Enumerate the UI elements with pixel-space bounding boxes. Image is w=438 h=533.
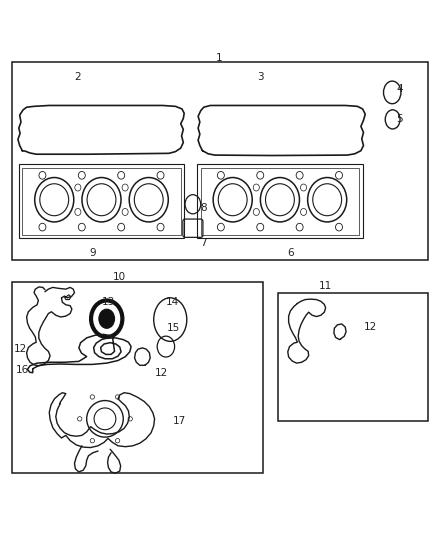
Text: 7: 7 <box>201 238 207 247</box>
Bar <box>201 168 359 235</box>
Bar <box>19 164 184 238</box>
Bar <box>197 164 363 238</box>
Text: 14: 14 <box>166 297 179 307</box>
Bar <box>22 168 181 235</box>
Text: 10: 10 <box>112 272 125 282</box>
Text: 5: 5 <box>396 114 403 124</box>
Text: 4: 4 <box>396 84 403 94</box>
Text: 13: 13 <box>101 297 115 307</box>
Text: 16: 16 <box>16 365 29 375</box>
Text: 15: 15 <box>167 324 180 333</box>
Text: 9: 9 <box>89 248 96 259</box>
Ellipse shape <box>99 309 115 328</box>
Bar <box>12 62 428 260</box>
Text: 11: 11 <box>319 281 332 291</box>
Text: 8: 8 <box>201 203 207 213</box>
Text: 3: 3 <box>257 72 264 82</box>
Bar <box>12 282 262 473</box>
Text: 17: 17 <box>173 416 187 426</box>
Text: 12: 12 <box>364 322 377 333</box>
Text: 2: 2 <box>74 72 81 82</box>
Text: 1: 1 <box>215 53 223 63</box>
Text: 6: 6 <box>287 248 294 259</box>
Text: 12: 12 <box>155 368 168 378</box>
Bar <box>278 293 428 421</box>
Text: 12: 12 <box>14 344 27 354</box>
